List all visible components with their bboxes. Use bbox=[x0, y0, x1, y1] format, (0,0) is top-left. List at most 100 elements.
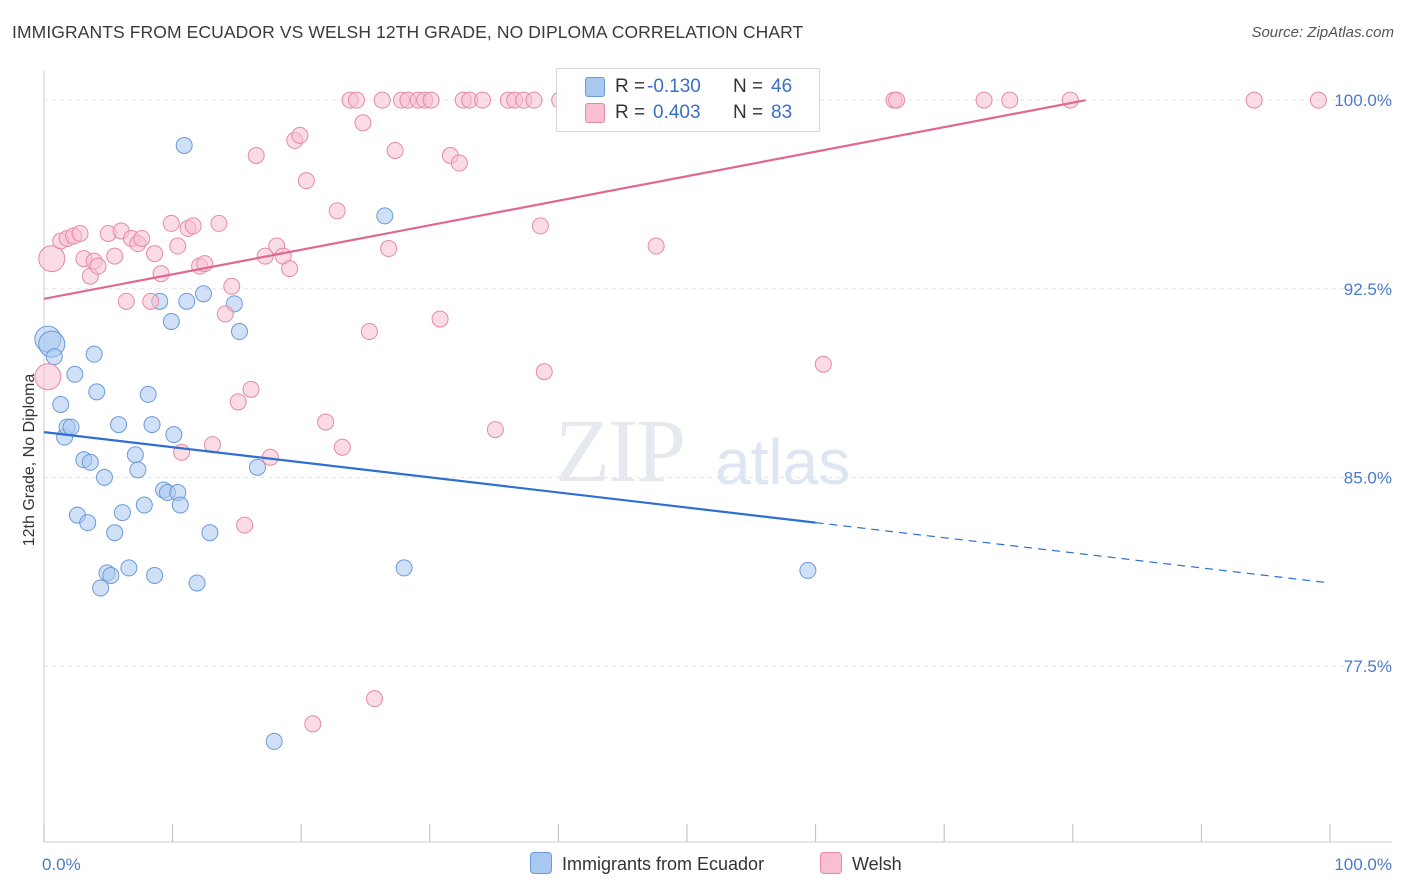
welsh-point bbox=[133, 229, 151, 247]
ecuador-point bbox=[88, 383, 106, 401]
ecuador-point bbox=[129, 461, 147, 479]
ecuador-point bbox=[395, 559, 413, 577]
welsh-point bbox=[422, 91, 440, 109]
bottom-legend-label-welsh: Welsh bbox=[852, 854, 902, 874]
welsh-point bbox=[486, 421, 504, 439]
bottom-legend-welsh: Welsh bbox=[820, 852, 902, 875]
bottom-legend-ecuador: Immigrants from Ecuador bbox=[530, 852, 764, 875]
welsh-point bbox=[169, 237, 187, 255]
bottom-legend-label-ecuador: Immigrants from Ecuador bbox=[562, 854, 765, 874]
welsh-point bbox=[380, 240, 398, 258]
welsh-point bbox=[317, 413, 335, 431]
ecuador-point bbox=[106, 524, 124, 542]
ecuador-point bbox=[146, 566, 164, 584]
ecuador-point bbox=[81, 453, 99, 471]
welsh-point bbox=[223, 277, 241, 295]
welsh-point bbox=[297, 172, 315, 190]
welsh-point bbox=[146, 245, 164, 263]
watermark-atlas: atlas bbox=[715, 426, 851, 498]
y-tick-label: 100.0% bbox=[1334, 91, 1392, 110]
ecuador-point bbox=[376, 207, 394, 225]
ecuador-point bbox=[201, 524, 219, 542]
legend-n-label: N = bbox=[733, 102, 764, 123]
welsh-point bbox=[1061, 91, 1079, 109]
legend-swatch-ecuador bbox=[585, 77, 605, 97]
ecuador-trend-line bbox=[43, 431, 816, 524]
welsh-point bbox=[184, 217, 202, 235]
welsh-point bbox=[216, 305, 234, 323]
ecuador-point bbox=[139, 385, 157, 403]
ecuador-point bbox=[110, 416, 128, 434]
y-tick-label: 92.5% bbox=[1344, 280, 1392, 299]
welsh-point bbox=[142, 292, 160, 310]
legend-r-label: R = bbox=[615, 102, 646, 123]
welsh-trend-line bbox=[43, 99, 1086, 300]
ecuador-point bbox=[113, 504, 131, 522]
legend-r-label: R = bbox=[615, 76, 646, 97]
welsh-point bbox=[450, 154, 468, 172]
bottom-legend-swatch-ecuador bbox=[530, 852, 552, 874]
welsh-point bbox=[373, 91, 391, 109]
ecuador-point bbox=[178, 292, 196, 310]
welsh-point bbox=[333, 438, 351, 456]
welsh-point bbox=[888, 91, 906, 109]
x-tick-label: 0.0% bbox=[42, 855, 81, 874]
welsh-point bbox=[89, 257, 107, 275]
welsh-point bbox=[117, 292, 135, 310]
bottom-legend-swatch-welsh bbox=[820, 852, 842, 874]
ecuador-point bbox=[126, 446, 144, 464]
ecuador-point bbox=[230, 323, 248, 341]
ecuador-point bbox=[188, 574, 206, 592]
welsh-point bbox=[535, 363, 553, 381]
ecuador-point bbox=[175, 136, 193, 154]
ecuador-point bbox=[265, 732, 283, 750]
ecuador-trend-extension bbox=[815, 522, 1331, 584]
welsh-point bbox=[647, 237, 665, 255]
ecuador-point bbox=[165, 426, 183, 444]
welsh-point bbox=[474, 91, 492, 109]
legend-r-value: -0.130 bbox=[647, 76, 701, 97]
welsh-point bbox=[242, 380, 260, 398]
ecuador-point bbox=[799, 561, 817, 579]
ecuador-point bbox=[194, 285, 212, 303]
welsh-point bbox=[1309, 91, 1327, 109]
welsh-point bbox=[328, 202, 346, 220]
legend-n-value: 46 bbox=[771, 76, 793, 97]
chart-source: Source: ZipAtlas.com bbox=[1251, 24, 1394, 41]
legend-r-value: 0.403 bbox=[653, 102, 701, 123]
welsh-point bbox=[210, 214, 228, 232]
welsh-point bbox=[236, 516, 254, 534]
welsh-point bbox=[1245, 91, 1263, 109]
welsh-point bbox=[152, 265, 170, 283]
y-tick-label: 77.5% bbox=[1344, 657, 1392, 676]
ecuador-point bbox=[135, 496, 153, 514]
welsh-point bbox=[229, 393, 247, 411]
stats-legend: R = -0.130 N = 46 R = 0.403 N = 83 bbox=[556, 68, 820, 132]
chart-title: IMMIGRANTS FROM ECUADOR VS WELSH 12TH GR… bbox=[12, 22, 804, 42]
ecuador-point bbox=[45, 348, 63, 366]
welsh-point bbox=[34, 363, 62, 391]
ecuador-point bbox=[79, 514, 97, 532]
welsh-point bbox=[360, 323, 378, 341]
welsh-point bbox=[1001, 91, 1019, 109]
welsh-point bbox=[162, 214, 180, 232]
welsh-point bbox=[975, 91, 993, 109]
welsh-point bbox=[531, 217, 549, 235]
welsh-point bbox=[525, 91, 543, 109]
welsh-point bbox=[247, 146, 265, 164]
welsh-point bbox=[281, 260, 299, 278]
legend-swatch-welsh bbox=[585, 103, 605, 123]
welsh-point bbox=[38, 245, 66, 273]
ecuador-point bbox=[102, 566, 120, 584]
welsh-point bbox=[106, 247, 124, 265]
ecuador-point bbox=[120, 559, 138, 577]
legend-n-label: N = bbox=[733, 76, 764, 97]
welsh-point bbox=[347, 91, 365, 109]
ecuador-point bbox=[171, 496, 189, 514]
ecuador-point bbox=[52, 395, 70, 413]
welsh-point bbox=[304, 715, 322, 733]
welsh-point bbox=[71, 224, 89, 242]
legend-n-value: 83 bbox=[771, 102, 793, 123]
watermark-zip: ZIP bbox=[555, 402, 686, 501]
